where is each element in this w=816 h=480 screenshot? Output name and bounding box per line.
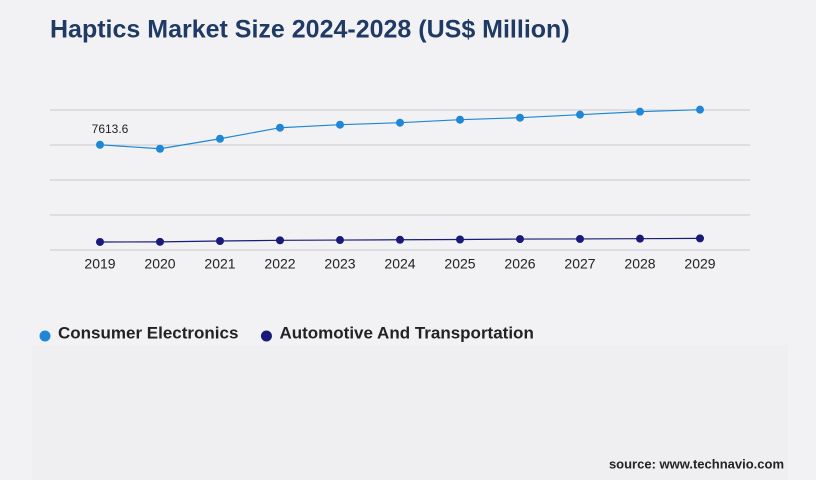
data-point xyxy=(516,235,524,244)
data-point xyxy=(696,105,704,114)
data-point xyxy=(516,113,524,122)
x-tick-label: 2026 xyxy=(504,256,535,272)
data-point xyxy=(696,234,704,243)
data-point xyxy=(336,236,344,245)
data-point xyxy=(396,118,404,127)
legend-label: Consumer Electronics xyxy=(58,323,238,342)
data-label: 7613.6 xyxy=(92,122,129,136)
data-point xyxy=(396,235,404,244)
series-line xyxy=(99,109,701,150)
data-point xyxy=(96,237,104,246)
legend-marker xyxy=(260,330,272,342)
chart-title: Haptics Market Size 2024-2028 (US$ Milli… xyxy=(50,16,570,44)
data-point xyxy=(216,237,224,246)
x-tick-label: 2025 xyxy=(444,256,475,272)
data-point xyxy=(636,234,644,243)
data-point xyxy=(336,120,344,129)
x-tick-label: 2028 xyxy=(624,256,655,272)
data-point xyxy=(96,140,104,149)
x-tick-label: 2027 xyxy=(564,256,595,272)
source: source: www.technavio.com xyxy=(609,456,784,471)
x-tick-label: 2024 xyxy=(384,256,415,272)
x-tick-label: 2022 xyxy=(264,256,295,272)
data-point xyxy=(636,107,644,116)
x-tick-label: 2021 xyxy=(204,256,235,272)
data-point xyxy=(276,123,284,132)
data-point xyxy=(456,115,464,124)
x-tick-label: 2020 xyxy=(144,256,175,272)
x-tick-label: 2019 xyxy=(84,256,115,272)
legend-label: Automotive And Transportation xyxy=(279,323,533,342)
grid xyxy=(50,109,750,251)
data-point xyxy=(216,134,224,143)
legend-marker xyxy=(39,330,51,342)
data-point xyxy=(456,235,464,244)
data-point xyxy=(276,236,284,245)
data-point xyxy=(576,110,584,119)
data-point xyxy=(156,237,164,246)
data-point xyxy=(156,144,164,153)
panel xyxy=(32,345,788,480)
x-tick-label: 2029 xyxy=(684,256,715,272)
x-tick-label: 2023 xyxy=(324,256,355,272)
data-point xyxy=(576,234,584,243)
